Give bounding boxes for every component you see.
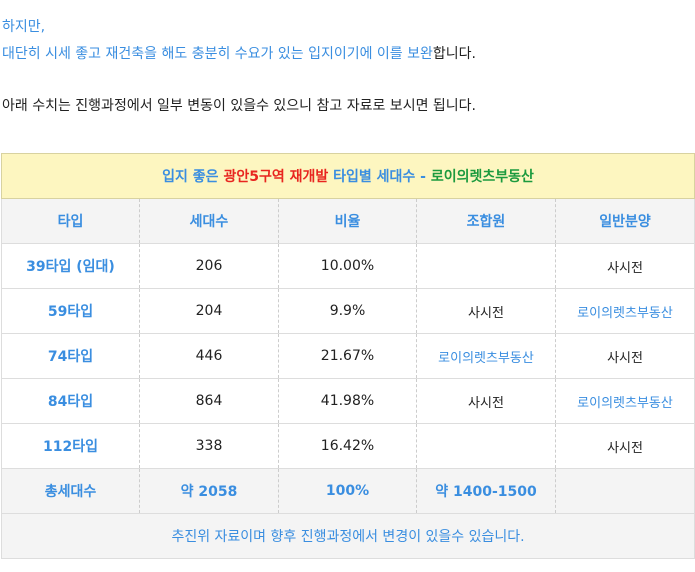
cell-member: 사시전 — [416, 378, 556, 424]
cell-count: 338 — [139, 423, 279, 469]
cell-ratio: 41.98% — [278, 378, 417, 424]
cell-count: 864 — [139, 378, 279, 424]
table-title-district: 광안5구역 재개발 — [223, 169, 329, 185]
cell-ratio: 16.42% — [278, 423, 417, 469]
cell-member — [416, 243, 556, 289]
cell-general: 로이의렛츠부동산 — [554, 378, 695, 424]
cell-type: 112타입 — [1, 423, 140, 469]
header-member: 조합원 — [416, 198, 556, 244]
table-title-part-3: 타입별 세대수 - — [328, 169, 431, 185]
cell-type: 84타입 — [1, 378, 140, 424]
cell-member — [416, 423, 556, 469]
table-title-row: 입지 좋은 광안5구역 재개발 타입별 세대수 - 로이의렛츠부동산 — [0, 153, 695, 199]
cell-ratio: 10.00% — [278, 243, 417, 289]
cell-member: 사시전 — [416, 288, 556, 334]
cell-ratio: 9.9% — [278, 288, 417, 334]
cell-member: 로이의렛츠부동산 — [416, 333, 556, 379]
cell-ratio: 21.67% — [278, 333, 417, 379]
header-type: 타입 — [1, 198, 140, 244]
cell-type: 74타입 — [1, 333, 140, 379]
intro-line-2-highlight: 대단히 시세 좋고 재건축을 해도 충분히 수요가 있는 입지이기에 이를 보완 — [2, 46, 433, 62]
cell-general: 사시전 — [554, 423, 695, 469]
total-label: 총세대수 — [1, 468, 140, 514]
table-total-row: 총세대수 약 2058 100% 약 1400-1500 — [1, 468, 695, 514]
total-count: 약 2058 — [139, 468, 279, 514]
table-header-row: 타입 세대수 비율 조합원 일반분양 — [1, 198, 695, 244]
table-row: 84타입 864 41.98% 사시전 로이의렛츠부동산 — [1, 378, 695, 424]
cell-type: 39타입 (임대) — [1, 243, 140, 289]
table-row: 39타입 (임대) 206 10.00% 사시전 — [1, 243, 695, 289]
cell-general: 사시전 — [554, 333, 695, 379]
table-footnote: 추진위 자료이며 향후 진행과정에서 변경이 있을수 있습니다. — [0, 513, 695, 559]
intro-line-2-tail: 합니다. — [432, 46, 476, 62]
header-count: 세대수 — [139, 198, 279, 244]
cell-general: 사시전 — [554, 243, 695, 289]
intro-line-3: 아래 수치는 진행과정에서 일부 변동이 있을수 있으니 참고 자료로 보시면 … — [2, 98, 476, 114]
table-row: 112타입 338 16.42% 사시전 — [1, 423, 695, 469]
intro-line-2: 대단히 시세 좋고 재건축을 해도 충분히 수요가 있는 입지이기에 이를 보완… — [2, 41, 692, 68]
table-row: 74타입 446 21.67% 로이의렛츠부동산 사시전 — [1, 333, 695, 379]
header-general: 일반분양 — [554, 198, 695, 244]
cell-count: 204 — [139, 288, 279, 334]
cell-general: 로이의렛츠부동산 — [554, 288, 695, 334]
total-general — [554, 468, 695, 514]
total-member: 약 1400-1500 — [416, 468, 556, 514]
table-row: 59타입 204 9.9% 사시전 로이의렛츠부동산 — [1, 288, 695, 334]
unit-type-table: 입지 좋은 광안5구역 재개발 타입별 세대수 - 로이의렛츠부동산 타입 세대… — [0, 153, 695, 559]
header-ratio: 비율 — [278, 198, 417, 244]
cell-count: 206 — [139, 243, 279, 289]
cell-type: 59타입 — [1, 288, 140, 334]
intro-text: 하지만, 대단히 시세 좋고 재건축을 해도 충분히 수요가 있는 입지이기에 … — [2, 14, 692, 120]
cell-count: 446 — [139, 333, 279, 379]
total-ratio: 100% — [278, 468, 417, 514]
table-title: 입지 좋은 광안5구역 재개발 타입별 세대수 - 로이의렛츠부동산 — [0, 153, 695, 199]
table-title-part-1: 입지 좋은 — [162, 169, 224, 185]
table-footnote-row: 추진위 자료이며 향후 진행과정에서 변경이 있을수 있습니다. — [0, 513, 695, 559]
intro-line-1: 하지만, — [2, 19, 46, 35]
table-title-brand: 로이의렛츠부동산 — [430, 169, 534, 185]
